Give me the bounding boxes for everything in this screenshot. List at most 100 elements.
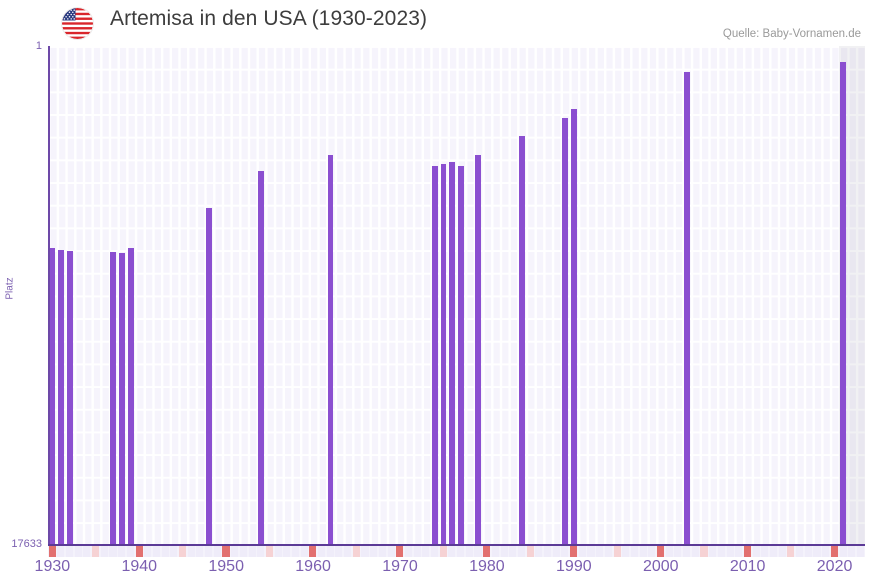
marker-cell-2020 [830, 546, 838, 557]
chart-header: Artemisa in den USA (1930-2023) Quelle: … [0, 0, 873, 46]
marker-cell-1947 [196, 546, 204, 557]
bar-2003[interactable] [683, 72, 690, 545]
marker-cell-1930 [48, 546, 56, 557]
marker-cell-1989 [561, 546, 569, 557]
x-tick-1950: 1950 [208, 558, 244, 575]
marker-cell-1979 [474, 546, 482, 557]
x-tick-2020: 2020 [816, 558, 853, 575]
y-axis-top-tick: 1 [35, 40, 42, 52]
x-tick-2000: 2000 [642, 558, 679, 575]
marker-cell-1971 [404, 546, 413, 557]
bar-1962[interactable] [327, 154, 334, 545]
marker-cell-1987 [544, 546, 552, 557]
marker-cell-1975 [439, 546, 447, 557]
decade-marker-strip [48, 546, 865, 557]
bar-1984[interactable] [518, 135, 525, 545]
source-credit: Quelle: Baby-Vornamen.de [722, 28, 861, 40]
marker-cell-1943 [161, 546, 169, 557]
marker-cell-1952 [239, 546, 247, 557]
marker-cell-2002 [674, 546, 682, 557]
marker-cell-2013 [769, 546, 778, 557]
marker-cell-1956 [274, 546, 282, 557]
marker-cell-1959 [300, 546, 308, 557]
y-axis-bottom-tick: 17633 [11, 538, 42, 550]
marker-cell-1994 [604, 546, 612, 557]
marker-cell-1948 [205, 546, 213, 557]
marker-cell-1958 [291, 546, 300, 557]
marker-cell-2006 [709, 546, 717, 557]
marker-cell-1944 [170, 546, 178, 557]
marker-cell-2021 [839, 546, 847, 557]
marker-cell-2015 [787, 546, 795, 557]
page-title: Artemisa in den USA (1930-2023) [110, 7, 428, 30]
marker-cell-2011 [752, 546, 760, 557]
marker-cell-1955 [265, 546, 273, 557]
marker-cell-1973 [422, 546, 430, 557]
marker-cell-2019 [822, 546, 830, 557]
x-tick-1940: 1940 [121, 558, 158, 575]
bar-1989[interactable] [562, 117, 569, 545]
bar-1977[interactable] [457, 165, 464, 545]
marker-cell-1974 [431, 546, 439, 557]
bar-1954[interactable] [257, 170, 264, 545]
marker-cell-2001 [665, 546, 673, 557]
marker-cell-1951 [231, 546, 239, 557]
marker-cell-1980 [483, 546, 491, 557]
marker-cell-2012 [761, 546, 769, 557]
marker-cell-1942 [152, 546, 160, 557]
marker-cell-1986 [535, 546, 543, 557]
marker-cell-1938 [118, 546, 126, 557]
bar-1948[interactable] [205, 207, 212, 545]
marker-cell-1984 [517, 546, 526, 557]
marker-cell-1969 [387, 546, 395, 557]
bar-1937[interactable] [110, 251, 117, 545]
bar-1938[interactable] [118, 252, 125, 545]
marker-cell-2000 [657, 546, 665, 557]
bar-1975[interactable] [440, 163, 447, 545]
y-axis-line [48, 46, 50, 545]
bar-1990[interactable] [570, 109, 577, 545]
marker-cell-1992 [587, 546, 595, 557]
marker-cell-1993 [596, 546, 604, 557]
marker-cell-1981 [491, 546, 499, 557]
marker-cell-1966 [361, 546, 369, 557]
marker-cell-2014 [778, 546, 786, 557]
x-axis-line [48, 544, 865, 546]
bar-1976[interactable] [449, 161, 456, 545]
marker-cell-1939 [126, 546, 134, 557]
marker-cell-1970 [396, 546, 404, 557]
marker-cell-1976 [448, 546, 456, 557]
bar-1930[interactable] [49, 247, 56, 545]
x-tick-2010: 2010 [729, 558, 766, 575]
marker-cell-1977 [457, 546, 465, 557]
marker-cell-2007 [717, 546, 725, 557]
x-tick-1990: 1990 [556, 558, 592, 575]
marker-cell-1983 [509, 546, 517, 557]
marker-cell-1933 [74, 546, 82, 557]
bar-1979[interactable] [475, 154, 482, 545]
marker-cell-2016 [796, 546, 804, 557]
marker-cell-1953 [248, 546, 256, 557]
bar-1932[interactable] [66, 250, 73, 545]
marker-cell-1935 [92, 546, 100, 557]
bar-series [48, 46, 865, 545]
bar-1939[interactable] [127, 247, 134, 545]
marker-cell-1991 [578, 546, 586, 557]
bar-1974[interactable] [431, 165, 438, 545]
plot-area [48, 46, 865, 545]
marker-cell-1982 [500, 546, 508, 557]
marker-cell-2008 [726, 546, 734, 557]
marker-cell-1950 [222, 546, 230, 557]
bar-2021[interactable] [840, 61, 847, 545]
x-tick-1960: 1960 [295, 558, 331, 575]
marker-cell-1968 [378, 546, 386, 557]
bar-1931[interactable] [58, 249, 64, 545]
x-tick-1980: 1980 [469, 558, 505, 575]
marker-cell-1997 [630, 546, 638, 557]
marker-cell-1961 [318, 546, 326, 557]
marker-cell-1972 [413, 546, 421, 557]
marker-cell-1967 [370, 546, 378, 557]
marker-cell-1954 [257, 546, 265, 557]
marker-cell-1965 [352, 546, 360, 557]
